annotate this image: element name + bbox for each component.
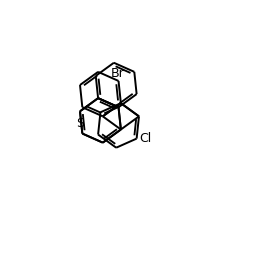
Text: S: S <box>76 117 84 130</box>
Text: Br: Br <box>111 67 124 80</box>
Text: Cl: Cl <box>139 132 151 145</box>
